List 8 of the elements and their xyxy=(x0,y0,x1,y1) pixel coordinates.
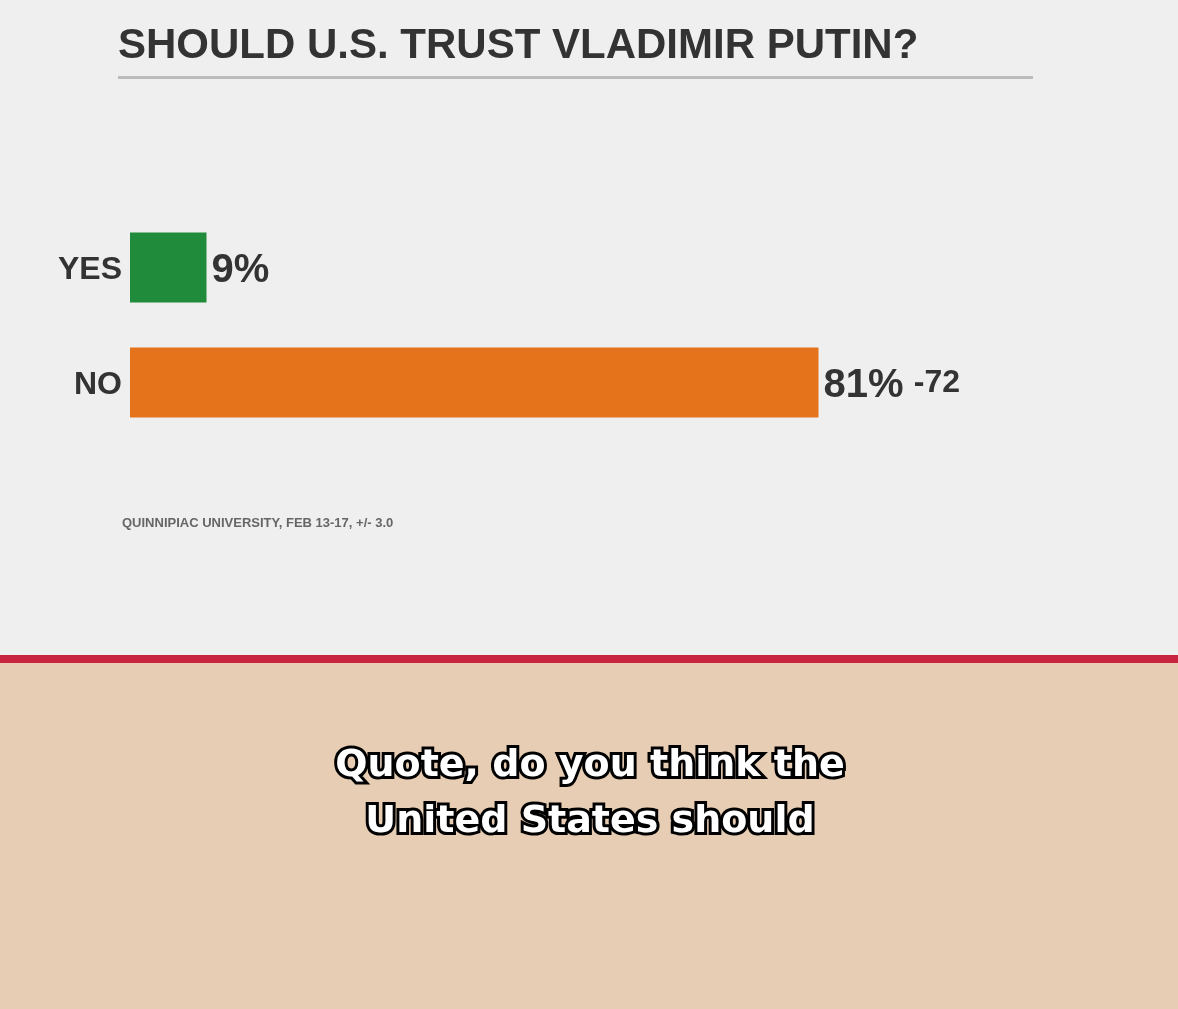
data-label: 9% xyxy=(211,245,270,290)
text: -72 xyxy=(913,363,960,399)
text: Quote, do you think the United States should xyxy=(334,740,846,843)
y-tick-label: NO xyxy=(74,364,122,401)
text: QUINNIPIAC UNIVERSITY, FEB 13-17, +/- 3.0 xyxy=(122,515,394,530)
y-tick-label: YES xyxy=(57,249,122,286)
chart-title: SHOULD U.S. TRUST VLADIMIR PUTIN? xyxy=(118,20,1033,79)
data-label: 81% xyxy=(823,360,904,405)
